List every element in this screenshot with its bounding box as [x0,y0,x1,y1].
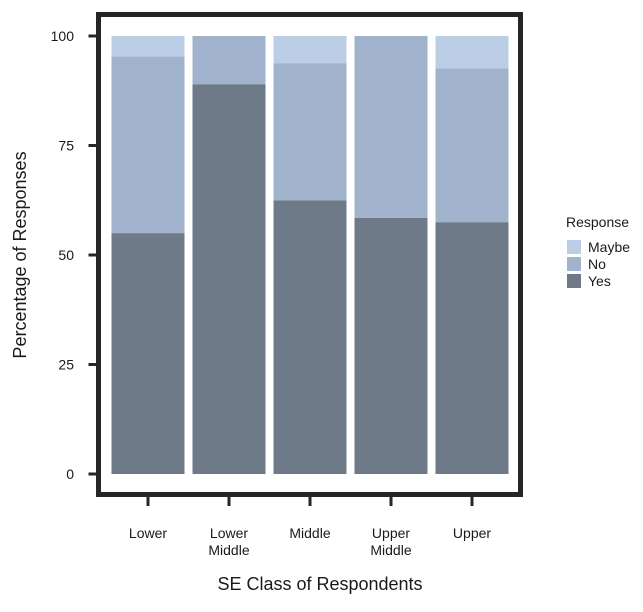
bar-layer [111,36,509,475]
x-category-label: Lower Middle [208,525,249,558]
y-tick-label: 75 [58,138,74,154]
bar-segment-maybe [435,36,509,69]
y-tick-label: 0 [66,466,74,482]
bar-segment-no [435,68,509,223]
bar-segment-no [192,36,266,85]
bar-segment-yes [273,200,347,474]
y-tick-label: 50 [58,247,74,263]
y-tick-label: 100 [51,28,75,44]
legend-label-no: No [588,256,606,272]
legend-label-maybe: Maybe [588,239,630,255]
y-axis: 0 25 50 75 100 [51,28,99,482]
bar-segment-yes [435,222,509,474]
y-tick-label: 25 [58,357,74,373]
bar-segment-no [273,63,347,201]
bar-segment-maybe [111,36,185,57]
legend-swatch-yes [567,274,581,288]
legend-label-yes: Yes [588,273,611,289]
legend-swatch-no [567,257,581,271]
legend-title: Response [566,214,629,230]
x-category-label: Middle [289,525,330,541]
x-category-label: Upper Middle [370,525,411,558]
bar-segment-no [111,56,185,234]
bar-segment-maybe [273,36,347,64]
x-category-label: Upper [453,525,491,541]
y-axis-title: Percentage of Responses [10,151,30,358]
bar-segment-no [354,36,428,218]
x-axis: Lower Lower Middle Middle Upper Middle Upper [129,494,491,558]
legend-swatch-maybe [567,240,581,254]
bar-segment-yes [192,84,266,475]
x-category-label: Lower [129,525,167,541]
bar-segment-yes [354,217,428,474]
bar-segment-yes [111,233,185,474]
x-axis-title: SE Class of Respondents [217,574,422,594]
